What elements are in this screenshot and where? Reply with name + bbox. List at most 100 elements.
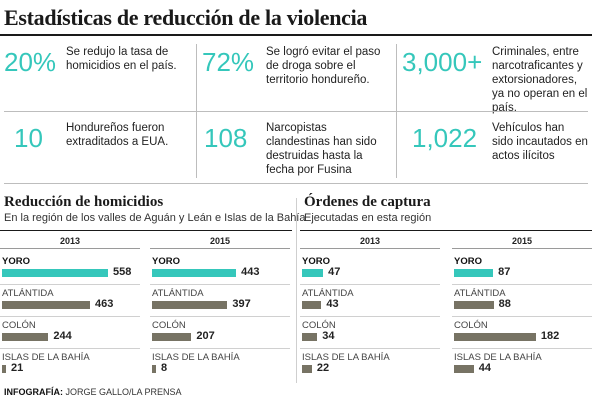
row-rule bbox=[452, 348, 592, 349]
bar bbox=[152, 301, 228, 309]
category-label: YORO bbox=[454, 256, 482, 267]
stat-value: 20% bbox=[4, 47, 57, 77]
category-label: COLÓN bbox=[302, 320, 336, 331]
bar-value: 397 bbox=[232, 298, 251, 310]
stat-text: Se logró evitar el paso de droga sobre e… bbox=[266, 46, 381, 86]
bar bbox=[2, 301, 90, 309]
bar-value: 244 bbox=[53, 330, 72, 342]
category-label: COLÓN bbox=[454, 320, 488, 331]
stats-row-divider bbox=[4, 111, 588, 112]
bar bbox=[302, 365, 312, 373]
section-divider bbox=[296, 198, 297, 383]
year-label: 2013 bbox=[59, 236, 81, 246]
category-label: ISLAS DE LA BAHÍA bbox=[302, 352, 390, 363]
category-label: ATLÁNTIDA bbox=[302, 288, 354, 299]
bar bbox=[302, 301, 322, 309]
stat-value: 3,000+ bbox=[402, 47, 483, 77]
bar bbox=[454, 365, 474, 373]
stat-value: 1,022 bbox=[412, 123, 478, 153]
bar bbox=[302, 269, 324, 277]
bar bbox=[2, 269, 109, 277]
bar-value: 443 bbox=[241, 266, 260, 278]
bar-value: 207 bbox=[196, 330, 215, 342]
stat-criminals: 3,000+ Criminales, entre narcotraficante… bbox=[402, 44, 592, 114]
year-rule bbox=[452, 248, 592, 249]
arrest-chart-subtitle: Ejecutadas en esta región bbox=[304, 212, 432, 224]
homicide-chart-subtitle: En la región de los valles de Aguán y Le… bbox=[4, 212, 306, 224]
bar-value: 44 bbox=[478, 362, 492, 374]
bar-value: 182 bbox=[540, 330, 560, 342]
stat-vehicles: 1,022 Vehículos han sido incautados en a… bbox=[412, 120, 592, 178]
homicide-chart-title: Reducción de homicidios bbox=[4, 194, 164, 210]
infographic-title: Estadísticas de reducción de la violenci… bbox=[4, 5, 368, 30]
bar-value: 558 bbox=[113, 266, 132, 278]
bar-value: 463 bbox=[94, 298, 114, 310]
bar-value: 22 bbox=[316, 362, 330, 374]
stat-value: 10 bbox=[14, 123, 43, 153]
row-rule bbox=[452, 284, 592, 285]
stats-col-divider bbox=[396, 44, 397, 178]
stat-homicide-rate: 20% Se redujo la tasa de homicidios en e… bbox=[4, 44, 199, 102]
category-label: ATLÁNTIDA bbox=[2, 288, 54, 299]
stats-col-divider bbox=[196, 44, 197, 178]
row-rule bbox=[300, 348, 440, 349]
bar-value: 8 bbox=[161, 362, 168, 374]
bar bbox=[152, 269, 237, 277]
bar bbox=[454, 333, 536, 341]
credit-line: INFOGRAFÍA: JORGE GALLO/LA PRENSA bbox=[4, 387, 182, 397]
year-label: 2015 bbox=[511, 236, 533, 246]
row-rule bbox=[300, 284, 440, 285]
category-label: COLÓN bbox=[2, 320, 36, 331]
row-rule bbox=[0, 284, 140, 285]
arrest-chart-title: Órdenes de captura bbox=[304, 194, 431, 210]
stat-text: Criminales, entre narcotraficantes y ext… bbox=[492, 46, 588, 114]
row-rule bbox=[150, 284, 290, 285]
arrest-chart-rule bbox=[300, 230, 592, 231]
year-rule bbox=[0, 248, 140, 249]
bar bbox=[302, 333, 318, 341]
year-rule bbox=[150, 248, 290, 249]
year-label: 2015 bbox=[209, 236, 231, 246]
bar-value: 21 bbox=[11, 362, 24, 374]
category-label: ISLAS DE LA BAHÍA bbox=[2, 352, 90, 363]
year-label: 2013 bbox=[359, 236, 381, 246]
title-rule bbox=[0, 34, 592, 36]
year-rule bbox=[300, 248, 440, 249]
bar bbox=[2, 333, 49, 341]
bar bbox=[152, 333, 192, 341]
row-rule bbox=[452, 316, 592, 317]
stat-text: Vehículos han sido incautados en actos i… bbox=[492, 122, 588, 162]
bar bbox=[454, 301, 494, 309]
row-rule bbox=[300, 316, 440, 317]
category-label: ISLAS DE LA BAHÍA bbox=[454, 352, 542, 363]
row-rule bbox=[150, 316, 290, 317]
bar-value: 34 bbox=[322, 330, 335, 342]
row-rule bbox=[0, 316, 140, 317]
stat-extraditions: 10 Hondureños fueron extraditados a EUA. bbox=[14, 120, 209, 178]
bar-value: 43 bbox=[326, 298, 339, 310]
row-rule bbox=[150, 348, 290, 349]
category-label: ATLÁNTIDA bbox=[454, 288, 506, 299]
stat-airstrips: 108 Narcopistas clandestinas han sido de… bbox=[204, 120, 399, 178]
bar bbox=[152, 365, 156, 373]
bar bbox=[2, 365, 6, 373]
category-label: YORO bbox=[2, 256, 30, 267]
stats-bottom-divider bbox=[4, 183, 588, 184]
credit-author: JORGE GALLO/LA PRENSA bbox=[65, 387, 182, 397]
row-rule bbox=[0, 348, 140, 349]
category-label: ATLÁNTIDA bbox=[152, 288, 204, 299]
bar-value: 88 bbox=[498, 298, 511, 310]
credit-label: INFOGRAFÍA: bbox=[4, 387, 63, 397]
category-label: ISLAS DE LA BAHÍA bbox=[152, 352, 240, 363]
stat-text: Se redujo la tasa de homicidios en el pa… bbox=[66, 46, 177, 72]
stat-value: 72% bbox=[202, 47, 255, 77]
category-label: COLÓN bbox=[152, 320, 186, 331]
category-label: YORO bbox=[152, 256, 180, 267]
stat-text: Narcopistas clandestinas han sido destru… bbox=[266, 122, 377, 176]
homicide-chart-rule bbox=[0, 230, 292, 231]
bar-value: 87 bbox=[498, 266, 511, 278]
stat-text: Hondureños fueron extraditados a EUA. bbox=[66, 122, 169, 148]
bar-value: 47 bbox=[328, 266, 341, 278]
stat-value: 108 bbox=[204, 123, 248, 153]
category-label: YORO bbox=[302, 256, 330, 267]
